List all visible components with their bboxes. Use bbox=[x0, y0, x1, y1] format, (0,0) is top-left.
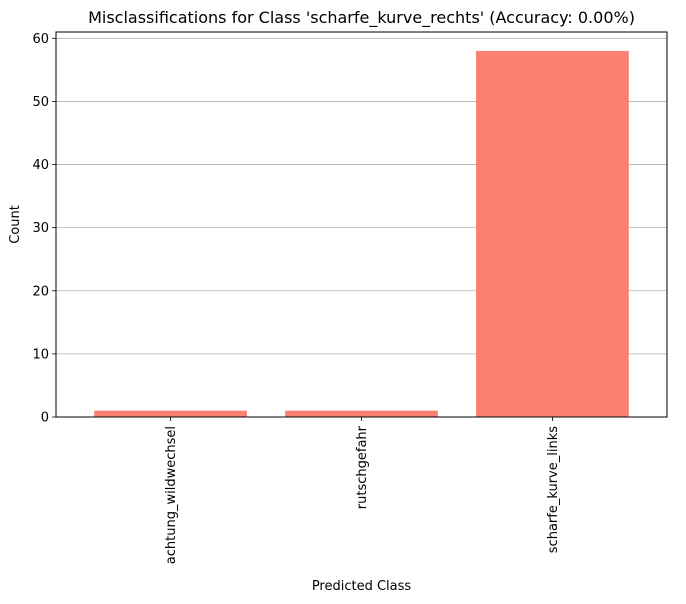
y-tick-label: 0 bbox=[41, 411, 49, 426]
bar-scharfe-kurve-links bbox=[476, 50, 629, 418]
y-tick-label: 50 bbox=[32, 95, 49, 110]
x-axis-label: Predicted Class bbox=[312, 579, 412, 594]
gridlines bbox=[56, 37, 667, 418]
bar-rutschgefahr bbox=[285, 410, 438, 417]
y-axis-label: Count bbox=[8, 205, 23, 244]
y-tick-label: 40 bbox=[32, 158, 49, 173]
x-ticks: achtung_wildwechsel rutschgefahr scharfe_k… bbox=[164, 417, 561, 564]
x-tick-label: rutschgefahr bbox=[355, 425, 370, 509]
y-tick-label: 60 bbox=[32, 32, 49, 47]
x-tick-label: achtung_wildwechsel bbox=[164, 426, 179, 564]
y-tick-label: 30 bbox=[32, 221, 49, 236]
bar-achtung-wildwechsel bbox=[94, 410, 247, 417]
y-tick-label: 20 bbox=[32, 284, 49, 299]
x-tick-label: scharfe_kurve_links bbox=[546, 426, 561, 553]
bars bbox=[94, 50, 629, 418]
y-tick-label: 10 bbox=[32, 347, 49, 362]
chart-title: Misclassifications for Class 'scharfe_ku… bbox=[88, 8, 635, 28]
y-ticks: 0 10 20 30 40 50 60 bbox=[32, 32, 56, 426]
